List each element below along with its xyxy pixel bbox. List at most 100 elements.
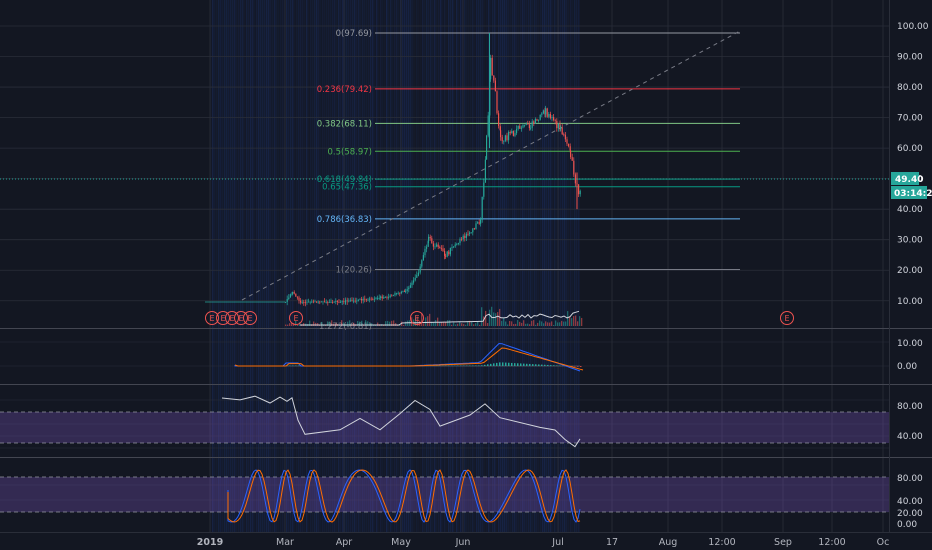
x-axis[interactable]: 2019 Mar Apr May Jun Jul 17 Aug 12:00 Sep 12:00 Oc (197, 537, 890, 548)
earnings-marker-icon (205, 311, 219, 325)
volume-bar (447, 320, 449, 326)
candle-body (571, 157, 573, 161)
candle-body (397, 292, 399, 294)
volume-bar (487, 323, 489, 326)
earnings-marker-icon (780, 311, 794, 325)
volume-bar (287, 324, 289, 326)
macd-histogram-bar (523, 363, 525, 366)
shade-stripe (502, 0, 504, 532)
candle-body (533, 121, 535, 124)
shade-stripe (508, 0, 510, 532)
candle-body (564, 134, 566, 140)
candle-body (372, 299, 374, 301)
shade-stripe (438, 0, 440, 532)
x-tick-label: Apr (336, 537, 353, 548)
overlay-line (300, 310, 580, 326)
shade-stripe (478, 0, 480, 532)
candle-body (506, 135, 508, 141)
candle-body (453, 246, 455, 248)
candle-body (487, 115, 489, 136)
candle-body (464, 235, 466, 238)
macd-histogram-bar (505, 362, 507, 366)
candle-body (496, 91, 498, 114)
candle-body (524, 124, 526, 126)
candle-body (528, 124, 530, 128)
candle-body (316, 301, 318, 303)
shade-stripe (542, 0, 544, 532)
volume-bar (519, 321, 521, 326)
stoch-d-line (227, 469, 581, 523)
candle-body (431, 238, 433, 244)
shade-stripe (572, 0, 574, 532)
shade-stripe (384, 0, 386, 532)
volume-bar (359, 321, 361, 326)
shade-stripe (288, 0, 290, 532)
shade-stripe (304, 0, 306, 532)
y-tick-label: 40.00 (897, 205, 923, 215)
shade-stripe (260, 0, 262, 532)
shade-stripe (336, 0, 338, 532)
candle-body (525, 123, 527, 125)
volume-bar (513, 324, 515, 326)
fib-trend-line[interactable] (241, 30, 741, 301)
candle-body (341, 301, 343, 303)
candlesticks[interactable] (205, 33, 581, 307)
fib-level-label: 0(97.69) (336, 29, 372, 39)
candle-body (477, 222, 479, 224)
shade-stripe (392, 0, 394, 532)
volume-bar (403, 324, 405, 326)
stoch-tick-label: 0.00 (897, 520, 917, 530)
candle-body (559, 123, 561, 130)
shade-stripe (214, 0, 216, 532)
shade-stripe (228, 0, 230, 532)
shade-stripe (390, 0, 392, 532)
shade-stripe (548, 0, 550, 532)
macd-histogram-bar (580, 366, 582, 367)
candle-body (306, 301, 308, 303)
shade-stripe (512, 0, 514, 532)
macd-histogram-bar (493, 363, 495, 366)
shade-stripe (310, 0, 312, 532)
shade-stripe (428, 0, 430, 532)
candle-body (459, 238, 461, 244)
shade-stripe (544, 0, 546, 532)
candle-body (303, 302, 305, 303)
shade-stripe (472, 0, 474, 532)
shade-stripe (306, 0, 308, 532)
candle-body (408, 287, 410, 290)
shade-stripe (358, 0, 360, 532)
volume-bar (535, 324, 537, 326)
candle-body (514, 133, 516, 136)
candle-body (536, 119, 538, 121)
earnings-marker-label: E (220, 314, 225, 323)
shade-stripe (540, 0, 542, 532)
fib-level-label: 1.272(-0.81) (319, 322, 372, 332)
candle-body (286, 298, 288, 302)
volume-bar (457, 323, 459, 326)
y-tick-label: 90.00 (897, 53, 923, 63)
candle-body (361, 299, 363, 301)
candle-body (343, 301, 345, 303)
volume-bar (343, 322, 345, 326)
candle-body (327, 302, 329, 304)
candle-body (312, 301, 314, 303)
volume-bar (341, 320, 343, 326)
volume-bar (507, 324, 509, 326)
shade-stripe (426, 0, 428, 532)
shade-stripe (292, 0, 294, 532)
shade-stripe (332, 0, 334, 532)
volume-bar (547, 322, 549, 326)
candle-body (486, 135, 488, 160)
candle-body (428, 236, 430, 242)
shade-stripe (364, 0, 366, 532)
volume-bar (361, 320, 363, 326)
macd-histogram-bar (478, 365, 480, 366)
candle-body (330, 302, 332, 303)
candle-body (413, 280, 415, 283)
shade-stripe (570, 0, 572, 532)
shade-stripe (382, 0, 384, 532)
candle-body (392, 295, 394, 297)
volume-bar (289, 323, 291, 326)
